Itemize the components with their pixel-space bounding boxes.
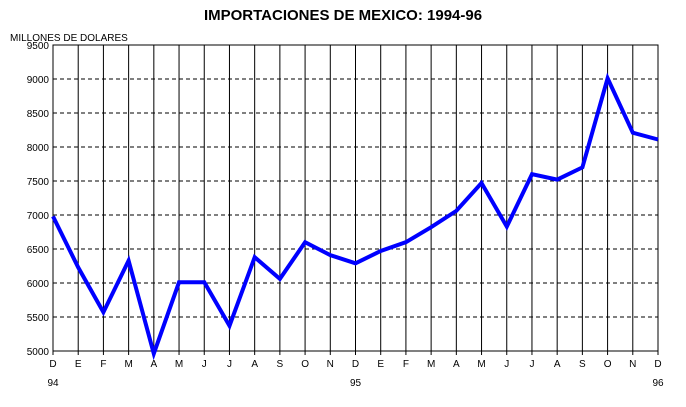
y-tick-label: 5500 <box>27 313 50 324</box>
x-tick-label: D <box>654 359 661 370</box>
y-tick-label: 6500 <box>27 245 50 256</box>
x-tick-label: O <box>301 359 309 370</box>
x-tick-label: O <box>604 359 612 370</box>
x-tick-label: F <box>100 359 106 370</box>
y-tick-label: 8500 <box>27 109 50 120</box>
x-tick-label: D <box>49 359 56 370</box>
y-tick-label: 9500 <box>27 41 50 52</box>
y-tick-label: 9000 <box>27 75 50 86</box>
x-tick-label: M <box>175 359 183 370</box>
x-tick-label: J <box>227 359 232 370</box>
grid-layer <box>52 44 659 352</box>
x-tick-label: D <box>352 359 359 370</box>
y-tick-label: 6000 <box>27 279 50 290</box>
y-tick-label: 7000 <box>27 211 50 222</box>
year-label: 94 <box>47 378 59 389</box>
x-tick-label: J <box>504 359 509 370</box>
x-tick-label: M <box>477 359 485 370</box>
x-tick-label: E <box>377 359 384 370</box>
x-tick-label: S <box>579 359 586 370</box>
y-tick-label: 8000 <box>27 143 50 154</box>
x-tick-label: A <box>453 359 460 370</box>
x-tick-label: A <box>150 359 157 370</box>
year-label: 96 <box>652 378 664 389</box>
year-label: 95 <box>350 378 362 389</box>
x-tick-label: J <box>529 359 534 370</box>
y-tick-label: 5000 <box>27 347 50 358</box>
y-axis-label: MILLONES DE DOLARES <box>10 33 128 44</box>
x-tick-label: F <box>403 359 409 370</box>
axis-layer <box>52 44 659 355</box>
x-tick-label: M <box>427 359 435 370</box>
x-tick-label: J <box>202 359 207 370</box>
x-tick-label: N <box>629 359 636 370</box>
x-tick-label: A <box>251 359 258 370</box>
y-tick-label: 7500 <box>27 177 50 188</box>
label-layer: 5000 5500 6000 6500 7000 7500 8000 8500 9000 9500… <box>27 41 664 389</box>
series-layer <box>51 72 659 361</box>
x-tick-label: A <box>554 359 561 370</box>
x-tick-label: M <box>124 359 132 370</box>
chart-title: IMPORTACIONES DE MEXICO: 1994-96 <box>203 7 483 24</box>
x-tick-label: E <box>75 359 82 370</box>
x-tick-label: N <box>327 359 334 370</box>
x-tick-label: S <box>277 359 284 370</box>
